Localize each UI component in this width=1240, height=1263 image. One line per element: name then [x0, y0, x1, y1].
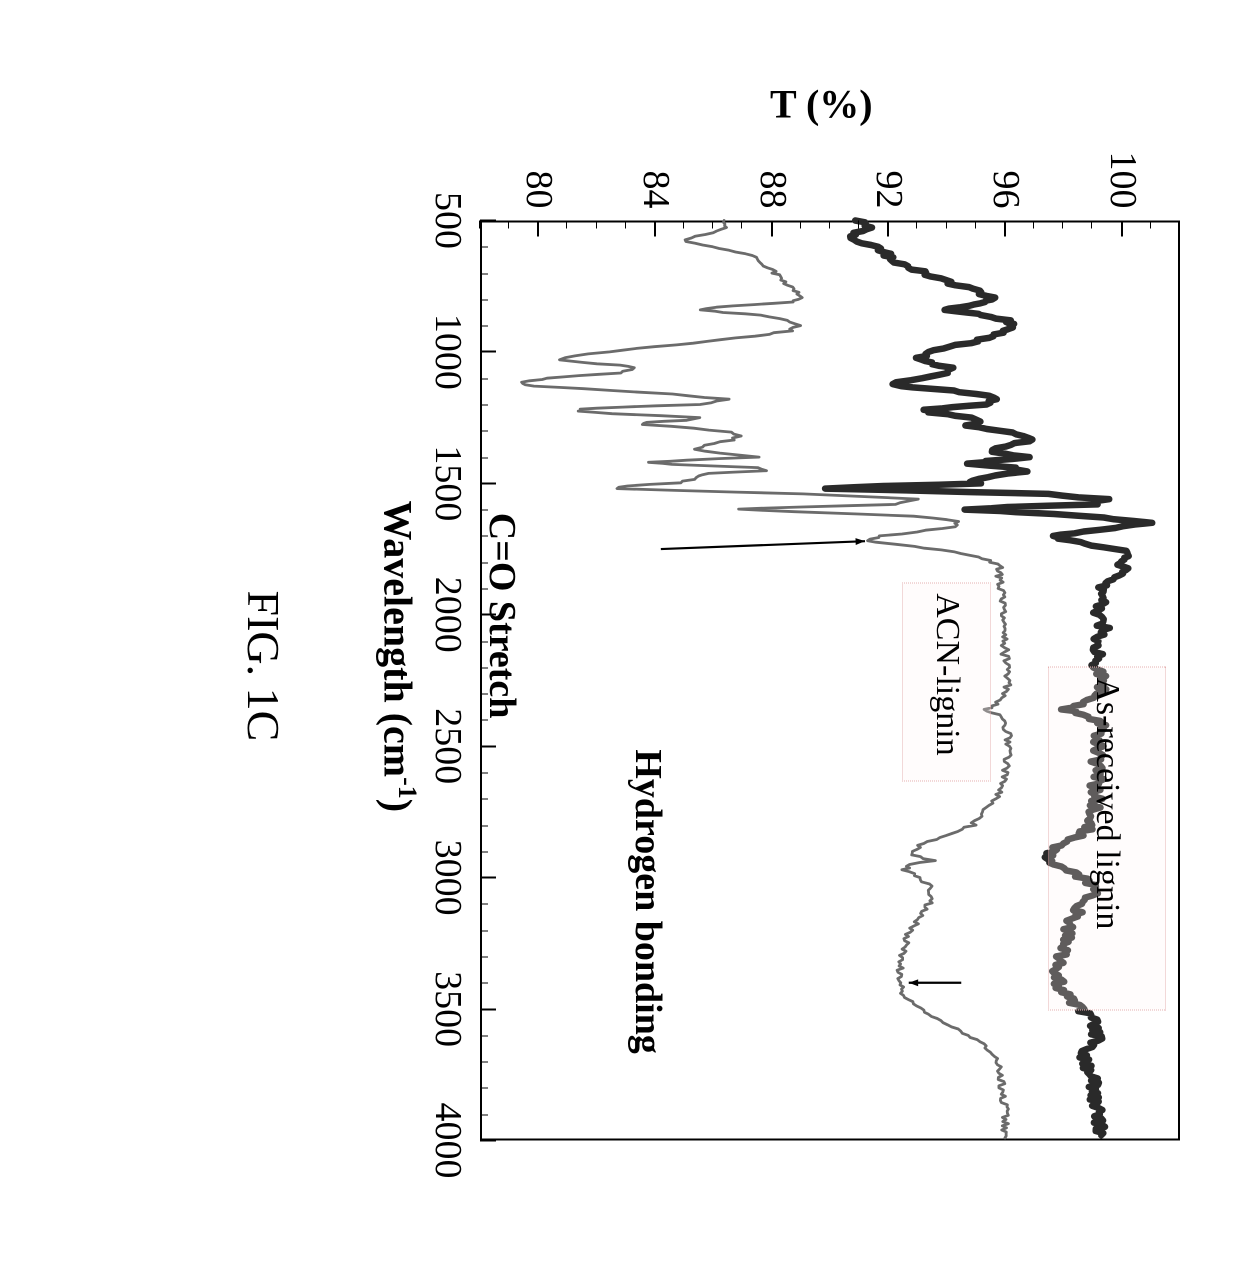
figure-rotator: T (%) Wavelength (cm-1) FIG. 1C 50010001… — [0, 0, 1240, 1263]
annotation-arrow-h_bonding — [0, 0, 1240, 1263]
